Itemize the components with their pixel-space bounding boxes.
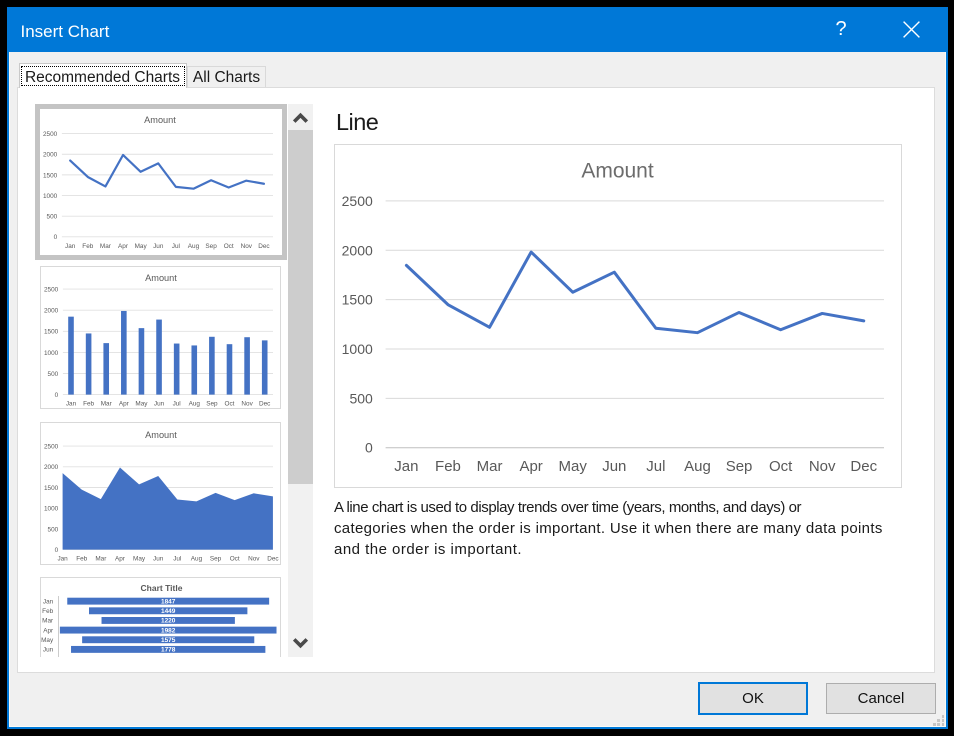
svg-text:Sep: Sep <box>726 458 753 475</box>
svg-text:0: 0 <box>365 440 373 456</box>
svg-text:Oct: Oct <box>230 555 240 562</box>
svg-text:1500: 1500 <box>44 328 59 335</box>
svg-text:Aug: Aug <box>684 458 711 475</box>
svg-text:May: May <box>41 637 54 644</box>
svg-text:Apr: Apr <box>519 458 542 475</box>
svg-text:1778: 1778 <box>161 647 176 654</box>
svg-text:500: 500 <box>48 526 59 533</box>
svg-text:1000: 1000 <box>342 341 373 357</box>
svg-text:1500: 1500 <box>44 484 59 491</box>
svg-text:Dec: Dec <box>850 458 877 475</box>
svg-text:1220: 1220 <box>161 618 176 625</box>
svg-text:May: May <box>559 458 588 475</box>
svg-text:1500: 1500 <box>342 292 373 308</box>
svg-text:Feb: Feb <box>83 400 94 407</box>
svg-text:Jan: Jan <box>57 555 68 562</box>
svg-text:500: 500 <box>48 370 59 377</box>
svg-text:Mar: Mar <box>100 243 112 250</box>
svg-text:May: May <box>135 243 148 250</box>
svg-text:Oct: Oct <box>225 400 235 407</box>
svg-text:1847: 1847 <box>161 598 176 605</box>
svg-text:Feb: Feb <box>82 243 93 250</box>
svg-text:Apr: Apr <box>43 627 54 634</box>
svg-text:Jul: Jul <box>173 400 181 407</box>
svg-text:2500: 2500 <box>44 443 59 450</box>
svg-text:Jan: Jan <box>65 243 76 250</box>
svg-text:Amount: Amount <box>145 273 177 283</box>
svg-text:Jul: Jul <box>173 555 181 562</box>
svg-text:Jun: Jun <box>153 555 164 562</box>
svg-text:Mar: Mar <box>477 458 503 475</box>
svg-text:2000: 2000 <box>342 242 373 258</box>
svg-text:Apr: Apr <box>115 555 126 562</box>
svg-text:2000: 2000 <box>44 307 59 314</box>
svg-text:Aug: Aug <box>191 555 203 562</box>
svg-text:Nov: Nov <box>248 555 260 562</box>
svg-text:500: 500 <box>349 390 373 406</box>
svg-text:Mar: Mar <box>95 555 107 562</box>
svg-text:Mar: Mar <box>101 400 113 407</box>
svg-text:2500: 2500 <box>43 131 58 138</box>
svg-text:Amount: Amount <box>145 430 177 440</box>
svg-text:Aug: Aug <box>189 400 201 407</box>
svg-text:Sep: Sep <box>206 400 218 407</box>
svg-text:1982: 1982 <box>161 627 176 634</box>
svg-text:0: 0 <box>55 392 59 399</box>
svg-text:Feb: Feb <box>42 608 53 615</box>
svg-text:Jun: Jun <box>154 400 165 407</box>
svg-text:Jun: Jun <box>153 243 164 250</box>
svg-text:Nov: Nov <box>241 243 253 250</box>
svg-text:Dec: Dec <box>267 555 279 562</box>
svg-text:1500: 1500 <box>43 172 58 179</box>
svg-text:1000: 1000 <box>43 192 58 199</box>
svg-text:Jan: Jan <box>66 400 77 407</box>
svg-text:500: 500 <box>47 213 58 220</box>
svg-text:1000: 1000 <box>44 505 59 512</box>
svg-text:1449: 1449 <box>161 608 176 615</box>
svg-text:Apr: Apr <box>119 400 130 407</box>
svg-text:May: May <box>133 555 146 562</box>
svg-text:Nov: Nov <box>241 400 253 407</box>
svg-text:Aug: Aug <box>188 243 200 250</box>
svg-text:Oct: Oct <box>769 458 793 475</box>
svg-text:Jan: Jan <box>43 598 54 605</box>
svg-text:1575: 1575 <box>161 637 176 644</box>
svg-text:May: May <box>135 400 148 407</box>
svg-text:Chart Title: Chart Title <box>141 583 183 593</box>
svg-text:Jun: Jun <box>602 458 626 475</box>
svg-text:1000: 1000 <box>44 349 59 356</box>
svg-text:Mar: Mar <box>42 618 54 625</box>
svg-text:Jun: Jun <box>43 647 54 654</box>
svg-text:Sep: Sep <box>205 243 217 250</box>
svg-text:2500: 2500 <box>44 286 59 293</box>
svg-text:2000: 2000 <box>43 151 58 158</box>
svg-text:Jan: Jan <box>394 458 418 475</box>
svg-text:Amount: Amount <box>581 159 654 182</box>
svg-text:Dec: Dec <box>258 243 270 250</box>
svg-text:Sep: Sep <box>210 555 222 562</box>
svg-text:Feb: Feb <box>435 458 461 475</box>
svg-text:Amount: Amount <box>144 115 176 125</box>
svg-text:0: 0 <box>54 234 58 241</box>
svg-text:Jul: Jul <box>646 458 665 475</box>
svg-text:2500: 2500 <box>342 193 373 209</box>
svg-text:2000: 2000 <box>44 464 59 471</box>
svg-text:Jul: Jul <box>172 243 180 250</box>
svg-text:Oct: Oct <box>224 243 234 250</box>
svg-text:Apr: Apr <box>118 243 129 250</box>
svg-text:Nov: Nov <box>809 458 836 475</box>
svg-text:Dec: Dec <box>259 400 271 407</box>
svg-text:0: 0 <box>55 547 59 554</box>
svg-text:Feb: Feb <box>76 555 87 562</box>
